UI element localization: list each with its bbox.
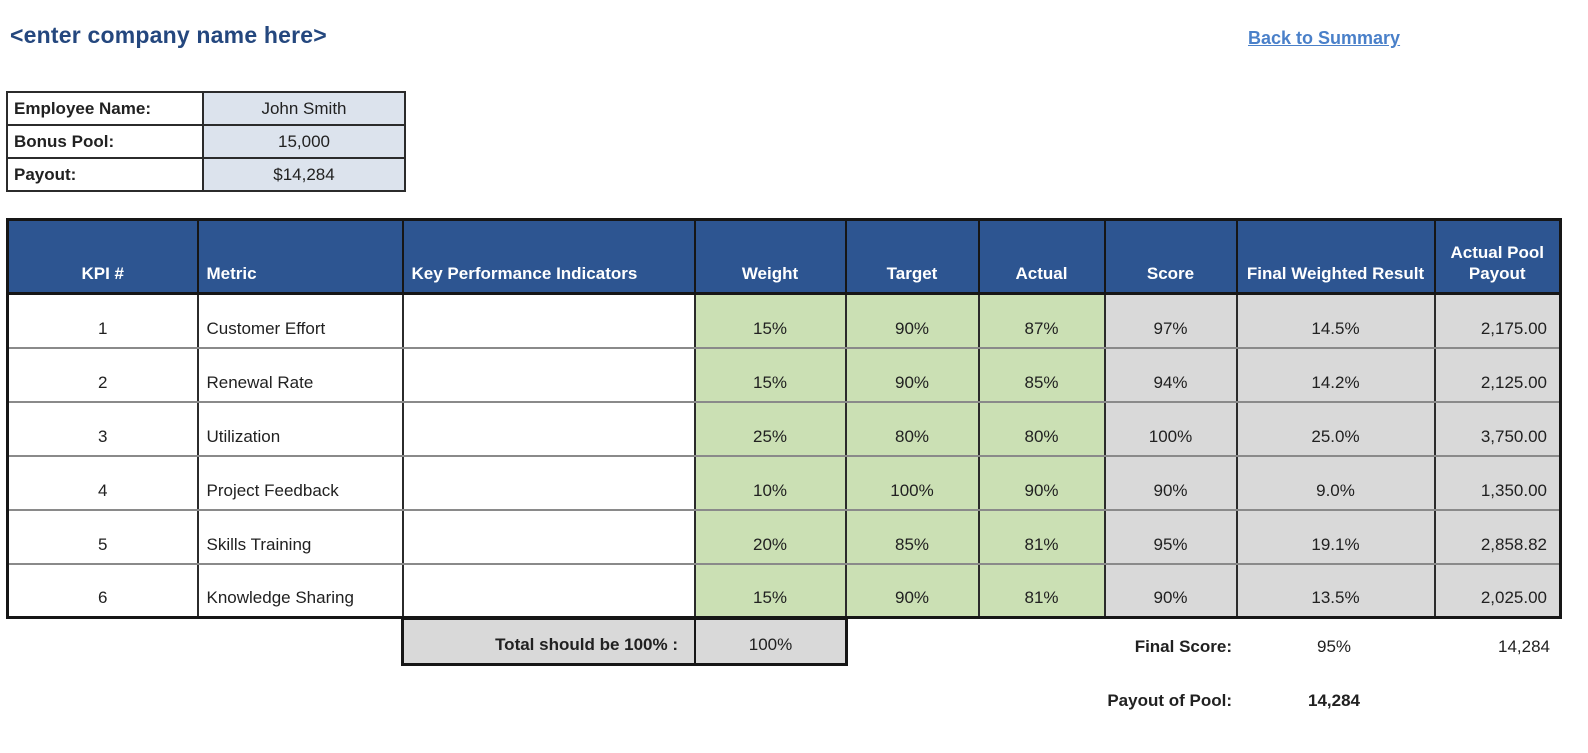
score-cell: 90% [1103,563,1238,619]
col-header-metric: Metric [196,219,404,295]
payout-row: Payout: $14,284 [6,157,406,192]
weighted-result-cell: 13.5% [1235,563,1436,619]
score-cell: 95% [1103,509,1238,565]
kpi-row-4: 4 Project Feedback 10% 100% 90% 90% 9.0%… [6,455,1562,511]
actual-cell[interactable]: 80% [977,401,1106,457]
weighted-result-cell: 14.2% [1235,347,1436,403]
metric-cell[interactable]: Skills Training [196,509,404,565]
col-header-weight: Weight [693,219,847,295]
col-header-pool-payout: Actual Pool Payout [1433,219,1562,295]
indicators-cell[interactable] [401,563,696,619]
weight-total-row: Total should be 100% : 100% [401,617,848,666]
employee-name-cell[interactable]: John Smith [202,91,406,126]
payout-label: Payout: [6,157,204,192]
kpi-row-3: 3 Utilization 25% 80% 80% 100% 25.0% 3,7… [6,401,1562,457]
final-score-value: 95% [1316,637,1352,656]
indicators-cell[interactable] [401,293,696,349]
pool-payout-cell: 2,175.00 [1433,293,1562,349]
actual-cell[interactable]: 90% [977,455,1106,511]
employee-name-row: Employee Name: John Smith [6,91,406,126]
pool-payout-cell: 2,858.82 [1433,509,1562,565]
target-cell[interactable]: 85% [844,509,980,565]
metric-cell[interactable]: Renewal Rate [196,347,404,403]
weight-cell[interactable]: 15% [693,347,847,403]
weight-cell[interactable]: 15% [693,563,847,619]
target-cell[interactable]: 90% [844,347,980,403]
score-cell: 90% [1103,455,1238,511]
final-score-payout-value: 14,284 [1498,637,1550,656]
bonus-pool-cell[interactable]: 15,000 [202,124,406,159]
kpi-number-cell: 6 [6,563,199,619]
pool-payout-cell: 3,750.00 [1433,401,1562,457]
kpi-row-6: 6 Knowledge Sharing 15% 90% 81% 90% 13.5… [6,563,1562,619]
weighted-result-cell: 14.5% [1235,293,1436,349]
weight-cell[interactable]: 15% [693,293,847,349]
company-name-title: <enter company name here> [10,22,327,48]
pool-payout-cell: 2,025.00 [1433,563,1562,619]
kpi-number-cell: 2 [6,347,199,403]
actual-cell[interactable]: 85% [977,347,1106,403]
weighted-result-cell: 25.0% [1235,401,1436,457]
col-header-target: Target [844,219,980,295]
actual-cell[interactable]: 81% [977,509,1106,565]
actual-cell[interactable]: 87% [977,293,1106,349]
weighted-result-cell: 19.1% [1235,509,1436,565]
employee-name-label: Employee Name: [6,91,204,126]
payout-cell: $14,284 [202,157,406,192]
indicators-cell[interactable] [401,455,696,511]
weight-total-cell: 100% [748,635,793,654]
weight-cell[interactable]: 10% [693,455,847,511]
kpi-number-cell: 3 [6,401,199,457]
kpi-number-cell: 1 [6,293,199,349]
col-header-score: Score [1103,219,1238,295]
col-header-kpi-number: KPI # [6,219,199,295]
payout-of-pool-value: 14,284 [1308,691,1360,710]
target-cell[interactable]: 90% [844,293,980,349]
weighted-result-cell: 9.0% [1235,455,1436,511]
score-cell: 94% [1103,347,1238,403]
kpi-header-row: KPI # Metric Key Performance Indicators … [6,219,1562,295]
kpi-number-cell: 5 [6,509,199,565]
metric-cell[interactable]: Customer Effort [196,293,404,349]
col-header-weighted-result: Final Weighted Result [1235,219,1436,295]
score-cell: 100% [1103,401,1238,457]
kpi-row-1: 1 Customer Effort 15% 90% 87% 97% 14.5% … [6,293,1562,349]
bonus-pool-row: Bonus Pool: 15,000 [6,124,406,159]
payout-of-pool-label: Payout of Pool: [1107,691,1232,710]
bonus-pool-label: Bonus Pool: [6,124,204,159]
employee-info-table: Employee Name: John Smith Bonus Pool: 15… [6,91,406,192]
kpi-row-2: 2 Renewal Rate 15% 90% 85% 94% 14.2% 2,1… [6,347,1562,403]
kpi-row-5: 5 Skills Training 20% 85% 81% 95% 19.1% … [6,509,1562,565]
indicators-cell[interactable] [401,401,696,457]
weight-total-label: Total should be 100% : [404,620,696,663]
target-cell[interactable]: 90% [844,563,980,619]
metric-cell[interactable]: Utilization [196,401,404,457]
col-header-actual: Actual [977,219,1106,295]
target-cell[interactable]: 80% [844,401,980,457]
actual-cell[interactable]: 81% [977,563,1106,619]
metric-cell[interactable]: Knowledge Sharing [196,563,404,619]
final-score-label: Final Score: [1134,637,1232,656]
indicators-cell[interactable] [401,509,696,565]
weight-cell[interactable]: 25% [693,401,847,457]
pool-payout-cell: 2,125.00 [1433,347,1562,403]
weight-cell[interactable]: 20% [693,509,847,565]
metric-cell[interactable]: Project Feedback [196,455,404,511]
kpi-table: KPI # Metric Key Performance Indicators … [6,218,1562,619]
indicators-cell[interactable] [401,347,696,403]
back-to-summary-link[interactable]: Back to Summary [1248,28,1401,48]
pool-payout-cell: 1,350.00 [1433,455,1562,511]
score-cell: 97% [1103,293,1238,349]
col-header-indicators: Key Performance Indicators [401,219,696,295]
target-cell[interactable]: 100% [844,455,980,511]
kpi-number-cell: 4 [6,455,199,511]
